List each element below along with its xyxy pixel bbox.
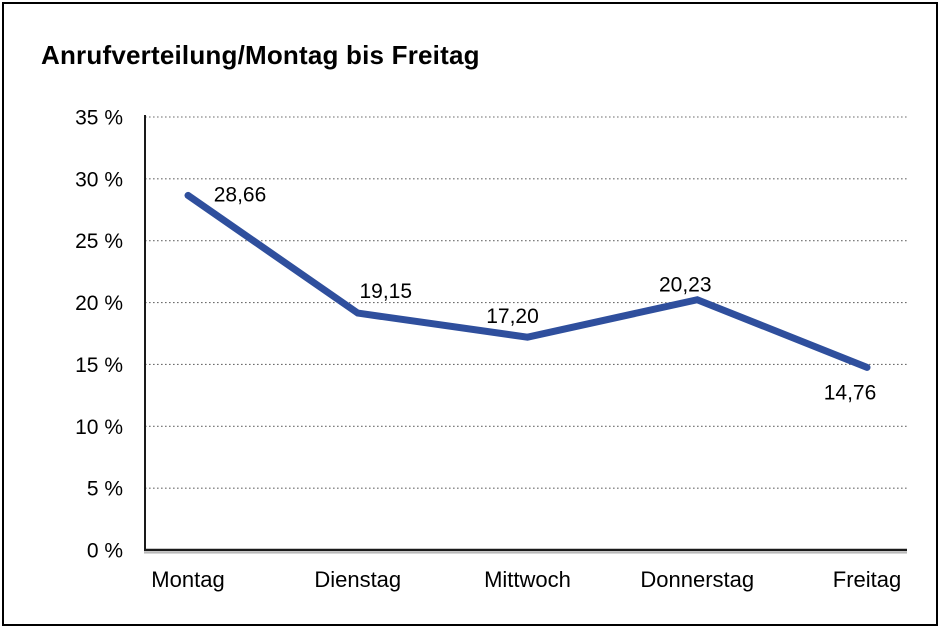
ytick-label-20: 20 % bbox=[75, 292, 123, 315]
ytick-label-5: 5 % bbox=[87, 478, 123, 501]
ytick-label-10: 10 % bbox=[75, 416, 123, 439]
data-point-label-freitag: 14,76 bbox=[824, 381, 877, 404]
data-line bbox=[184, 191, 871, 371]
data-point-label-donnerstag: 20,23 bbox=[659, 274, 712, 297]
category-label-donnerstag: Donnerstag bbox=[640, 567, 754, 592]
ytick-label-15: 15 % bbox=[75, 354, 123, 377]
category-label-freitag: Freitag bbox=[833, 567, 901, 592]
chart-frame: Anrufverteilung/Montag bis Freitag bbox=[2, 2, 938, 626]
category-label-montag: Montag bbox=[151, 567, 224, 592]
chart-title: Anrufverteilung/Montag bis Freitag bbox=[41, 40, 480, 70]
category-label-dienstag: Dienstag bbox=[314, 567, 401, 592]
ytick-label-30: 30 % bbox=[75, 168, 123, 191]
ytick-label-35: 35 % bbox=[75, 107, 123, 130]
data-point-label-mittwoch: 17,20 bbox=[486, 305, 539, 328]
ytick-label-25: 25 % bbox=[75, 230, 123, 253]
data-point-label-dienstag: 19,15 bbox=[359, 280, 412, 303]
ytick-label-0: 0 % bbox=[87, 540, 123, 563]
category-label-mittwoch: Mittwoch bbox=[484, 567, 571, 592]
data-point-label-montag: 28,66 bbox=[214, 183, 267, 206]
